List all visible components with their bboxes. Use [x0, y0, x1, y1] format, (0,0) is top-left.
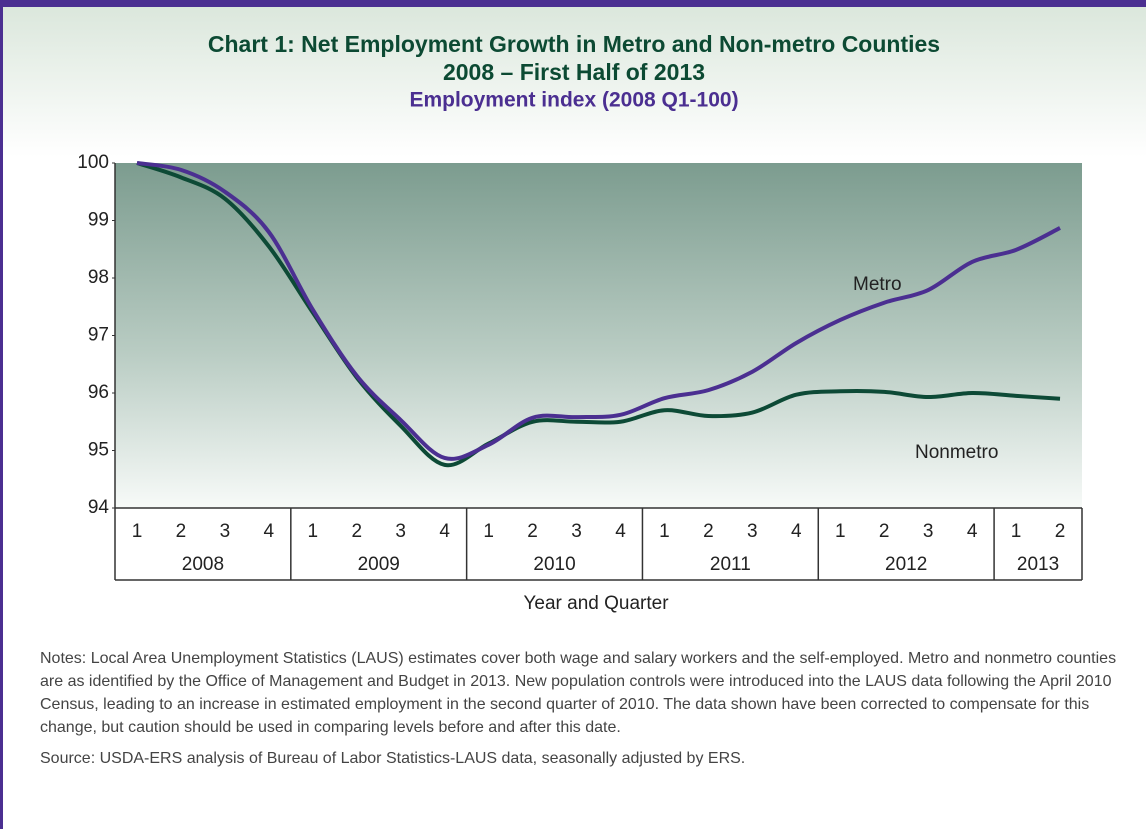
- year-label: 2008: [182, 554, 224, 575]
- year-label: 2009: [358, 554, 400, 575]
- chart-subtitle: Employment index (2008 Q1-100): [409, 89, 738, 112]
- x-tick-label: 1: [1011, 521, 1022, 542]
- x-tick-label: 2: [703, 521, 714, 542]
- year-label: 2012: [885, 554, 927, 575]
- year-label: 2011: [710, 554, 751, 575]
- chart-title: 2008 – First Half of 2013: [443, 59, 705, 85]
- notes-text: Notes: Local Area Unemployment Statistic…: [40, 650, 1117, 736]
- chart-title: Chart 1: Net Employment Growth in Metro …: [208, 31, 940, 57]
- source-text: Source: USDA-ERS analysis of Bureau of L…: [40, 750, 746, 767]
- y-tick-label: 99: [88, 210, 109, 231]
- x-tick-label: 1: [132, 521, 143, 542]
- y-tick-label: 97: [88, 325, 109, 346]
- x-tick-label: 3: [747, 521, 758, 542]
- x-tick-label: 1: [308, 521, 319, 542]
- y-tick-label: 100: [77, 152, 109, 173]
- x-tick-label: 3: [220, 521, 231, 542]
- x-tick-label: 2: [351, 521, 362, 542]
- series-label: Nonmetro: [915, 442, 998, 463]
- y-tick-label: 94: [88, 497, 110, 518]
- x-tick-label: 2: [527, 521, 538, 542]
- x-tick-label: 2: [879, 521, 890, 542]
- year-label: 2013: [1017, 554, 1059, 575]
- x-tick-label: 1: [483, 521, 494, 542]
- y-tick-label: 98: [88, 267, 109, 288]
- x-tick-label: 4: [967, 521, 978, 542]
- chart: Chart 1: Net Employment Growth in Metro …: [77, 31, 1083, 614]
- x-tick-label: 3: [395, 521, 406, 542]
- x-tick-label: 4: [615, 521, 626, 542]
- series-label: Metro: [853, 274, 902, 295]
- x-tick-label: 4: [439, 521, 450, 542]
- x-tick-label: 4: [264, 521, 275, 542]
- year-label: 2010: [533, 554, 575, 575]
- series-line: [136, 161, 1061, 468]
- y-tick-label: 96: [88, 382, 109, 403]
- series-line: [136, 161, 1061, 461]
- x-tick-label: 2: [1055, 521, 1066, 542]
- x-tick-label: 3: [571, 521, 582, 542]
- x-tick-label: 4: [791, 521, 802, 542]
- y-tick-label: 95: [88, 440, 109, 461]
- x-axis-label: Year and Quarter: [523, 593, 669, 614]
- x-tick-label: 2: [176, 521, 187, 542]
- notes: Notes: Local Area Unemployment Statistic…: [40, 647, 1135, 778]
- x-tick-label: 1: [659, 521, 670, 542]
- x-tick-label: 1: [835, 521, 846, 542]
- x-tick-label: 3: [923, 521, 934, 542]
- plot-area: [115, 163, 1082, 508]
